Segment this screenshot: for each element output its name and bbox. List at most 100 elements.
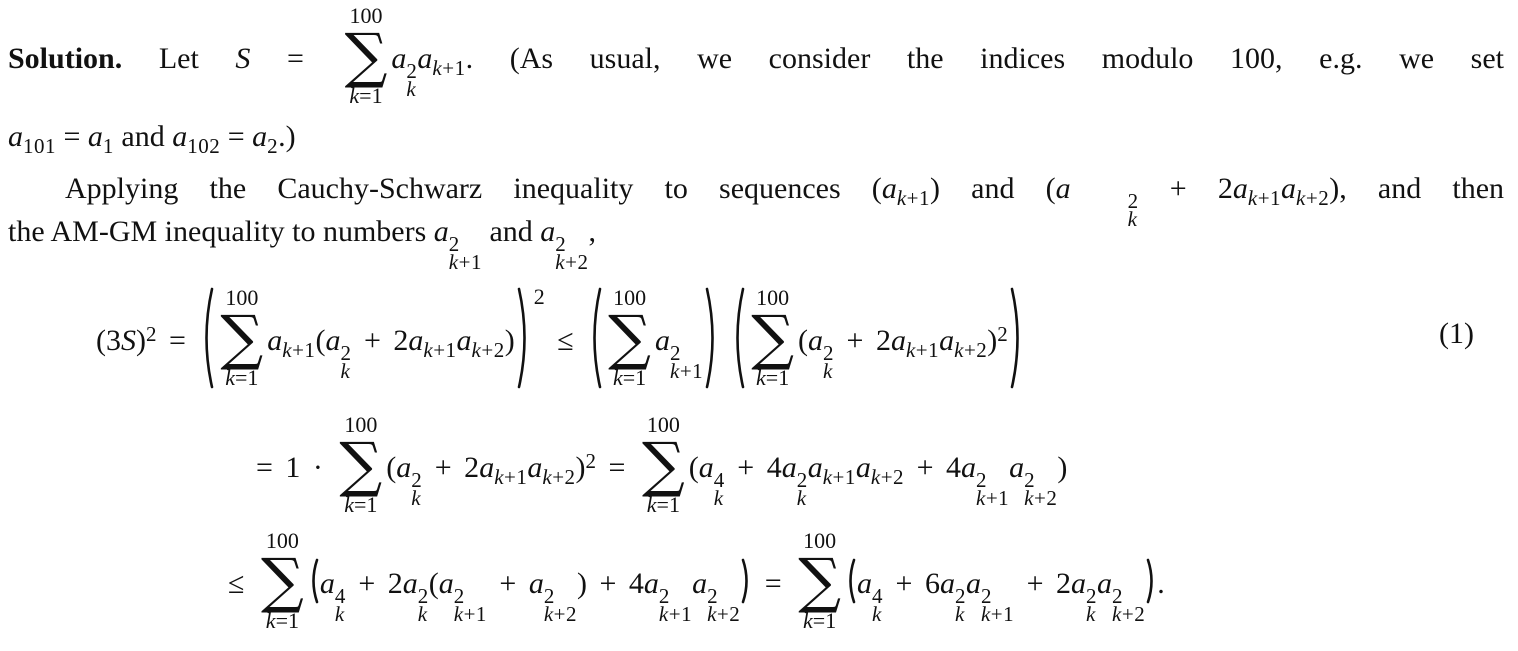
math-variable: a — [267, 324, 283, 357]
math-variable: a — [881, 172, 897, 205]
math-superscript: 2 — [417, 584, 429, 608]
paragraph-apply-line-2: the AM-GM inequality to numbers a 2 k+1 an… — [8, 210, 1510, 273]
math-subscript: k+1 — [494, 465, 528, 489]
math-sup-sub: 2 k+1 — [980, 584, 1014, 625]
math-sup-sub: 2 k+1 — [454, 586, 487, 625]
math-subscript: k+1 — [822, 465, 856, 489]
math-subscript: k — [334, 602, 345, 626]
math-text: ) — [987, 324, 998, 357]
math-variable: a — [807, 451, 823, 484]
sum-lower-limit: k=1 — [349, 83, 383, 109]
math-subscript: k — [406, 77, 417, 101]
math-subscript: k+2 — [870, 465, 905, 489]
math-text: + 2 — [351, 324, 409, 357]
sigma-icon: ∑ — [260, 546, 304, 617]
math-subscript: k+2 — [542, 465, 576, 489]
math-sup-sub: 2 k+1 — [658, 584, 692, 625]
sum-lower-limit: k=1 — [265, 608, 299, 634]
equation-line-1: (3S)2 = 100 ∑ k=1 ak+1(a 2 k + 2ak+1ak+2) 2 ≤ … — [8, 268, 1510, 400]
math-text: + 2 — [834, 324, 891, 357]
math-text: + 2 — [1014, 567, 1072, 600]
math-text: ) — [575, 451, 586, 484]
math-sup-sub: 2 k+1 — [976, 470, 1009, 509]
paragraph-intro-line-1: Solution. Let S = 100 ∑ k=1 a 2 k ak+1. (As us… — [8, 2, 1510, 116]
math-superscript: 2 — [543, 584, 555, 608]
math-variable: a — [8, 120, 23, 153]
math-superscript: 4 — [872, 584, 884, 608]
math-superscript: 2 — [1086, 584, 1098, 608]
summation-symbol: 100 ∑ k=1 — [345, 3, 388, 109]
math-subscript: k+1 — [282, 338, 316, 362]
math-text: and — [113, 120, 173, 153]
math-variable: a — [781, 451, 797, 484]
big-open-paren-icon — [200, 287, 214, 389]
math-superscript: 2 — [670, 341, 682, 365]
math-text: ( — [386, 451, 397, 484]
math-variable: a — [540, 215, 556, 248]
math-variable: a — [1232, 172, 1248, 205]
math-superscript: 2 — [658, 584, 670, 608]
sigma-icon: ∑ — [608, 303, 652, 374]
math-subscript: k+2 — [1296, 186, 1330, 210]
equation-line-3: ≤ 100 ∑ k=1 a 4 k + 2a 2 k (a 2 k+1 + a 2 k+2) + 4a 2… — [8, 522, 1510, 646]
math-variable: a — [402, 567, 418, 600]
math-text: .) — [278, 120, 296, 153]
math-superscript: 2 — [954, 584, 966, 608]
math-subscript: 2 — [267, 134, 279, 158]
math-text: (3 — [96, 324, 121, 357]
math-variable: a — [391, 42, 407, 75]
math-text: . — [1157, 567, 1165, 600]
math-subscript: k+2 — [555, 250, 589, 274]
sum-lower-limit: k=1 — [646, 492, 680, 518]
math-text: + 2 — [422, 451, 480, 484]
math-subscript: k+1 — [896, 186, 930, 210]
math-variable: a — [939, 567, 955, 600]
math-text: ( — [315, 324, 326, 357]
math-text: ) — [504, 324, 515, 357]
math-subscript: k+1 — [905, 338, 940, 362]
sigma-icon: ∑ — [339, 430, 383, 501]
math-variable: a — [456, 324, 472, 357]
math-subscript: k+2 — [471, 338, 505, 362]
big-open-paren-icon — [846, 558, 856, 604]
math-text: = 1 · — [256, 451, 336, 484]
math-subscript: 101 — [23, 134, 56, 158]
sum-lower-limit: k=1 — [344, 492, 378, 518]
math-superscript: 2 — [585, 449, 597, 473]
math-variable: S — [121, 324, 136, 357]
math-variable: a — [528, 567, 544, 600]
math-variable: a — [479, 451, 495, 484]
math-text: = — [156, 324, 199, 357]
sum-upper-limit: 100 — [613, 285, 647, 311]
big-close-paren-icon — [705, 287, 719, 389]
sum-lower-limit: k=1 — [225, 365, 259, 391]
math-variable: a — [1097, 567, 1113, 600]
math-superscript: 2 — [980, 584, 992, 608]
math-variable: a — [890, 324, 906, 357]
math-variable: a — [1009, 451, 1025, 484]
math-superscript: 2 — [997, 322, 1008, 346]
big-close-paren-icon — [1010, 287, 1024, 389]
math-superscript: 2 — [1127, 189, 1139, 213]
math-subscript: k — [823, 359, 833, 383]
sum-upper-limit: 100 — [344, 412, 378, 438]
math-superscript: 2 — [823, 341, 835, 365]
math-text: Applying the Cauchy-Schwarz inequality t… — [65, 172, 882, 205]
math-text: ( — [798, 324, 809, 357]
big-close-paren-icon — [517, 287, 531, 389]
math-text: ), and then — [1329, 172, 1505, 205]
summation-symbol: 100 ∑ k=1 — [751, 285, 794, 391]
math-subscript: k — [713, 486, 724, 510]
sum-lower-limit: k=1 — [613, 365, 647, 391]
math-variable: a — [433, 215, 449, 248]
sum-upper-limit: 100 — [225, 285, 259, 311]
math-variable: a — [252, 120, 268, 153]
math-superscript: 4 — [334, 584, 346, 608]
sigma-icon: ∑ — [751, 303, 795, 374]
math-variable: a — [857, 567, 873, 600]
